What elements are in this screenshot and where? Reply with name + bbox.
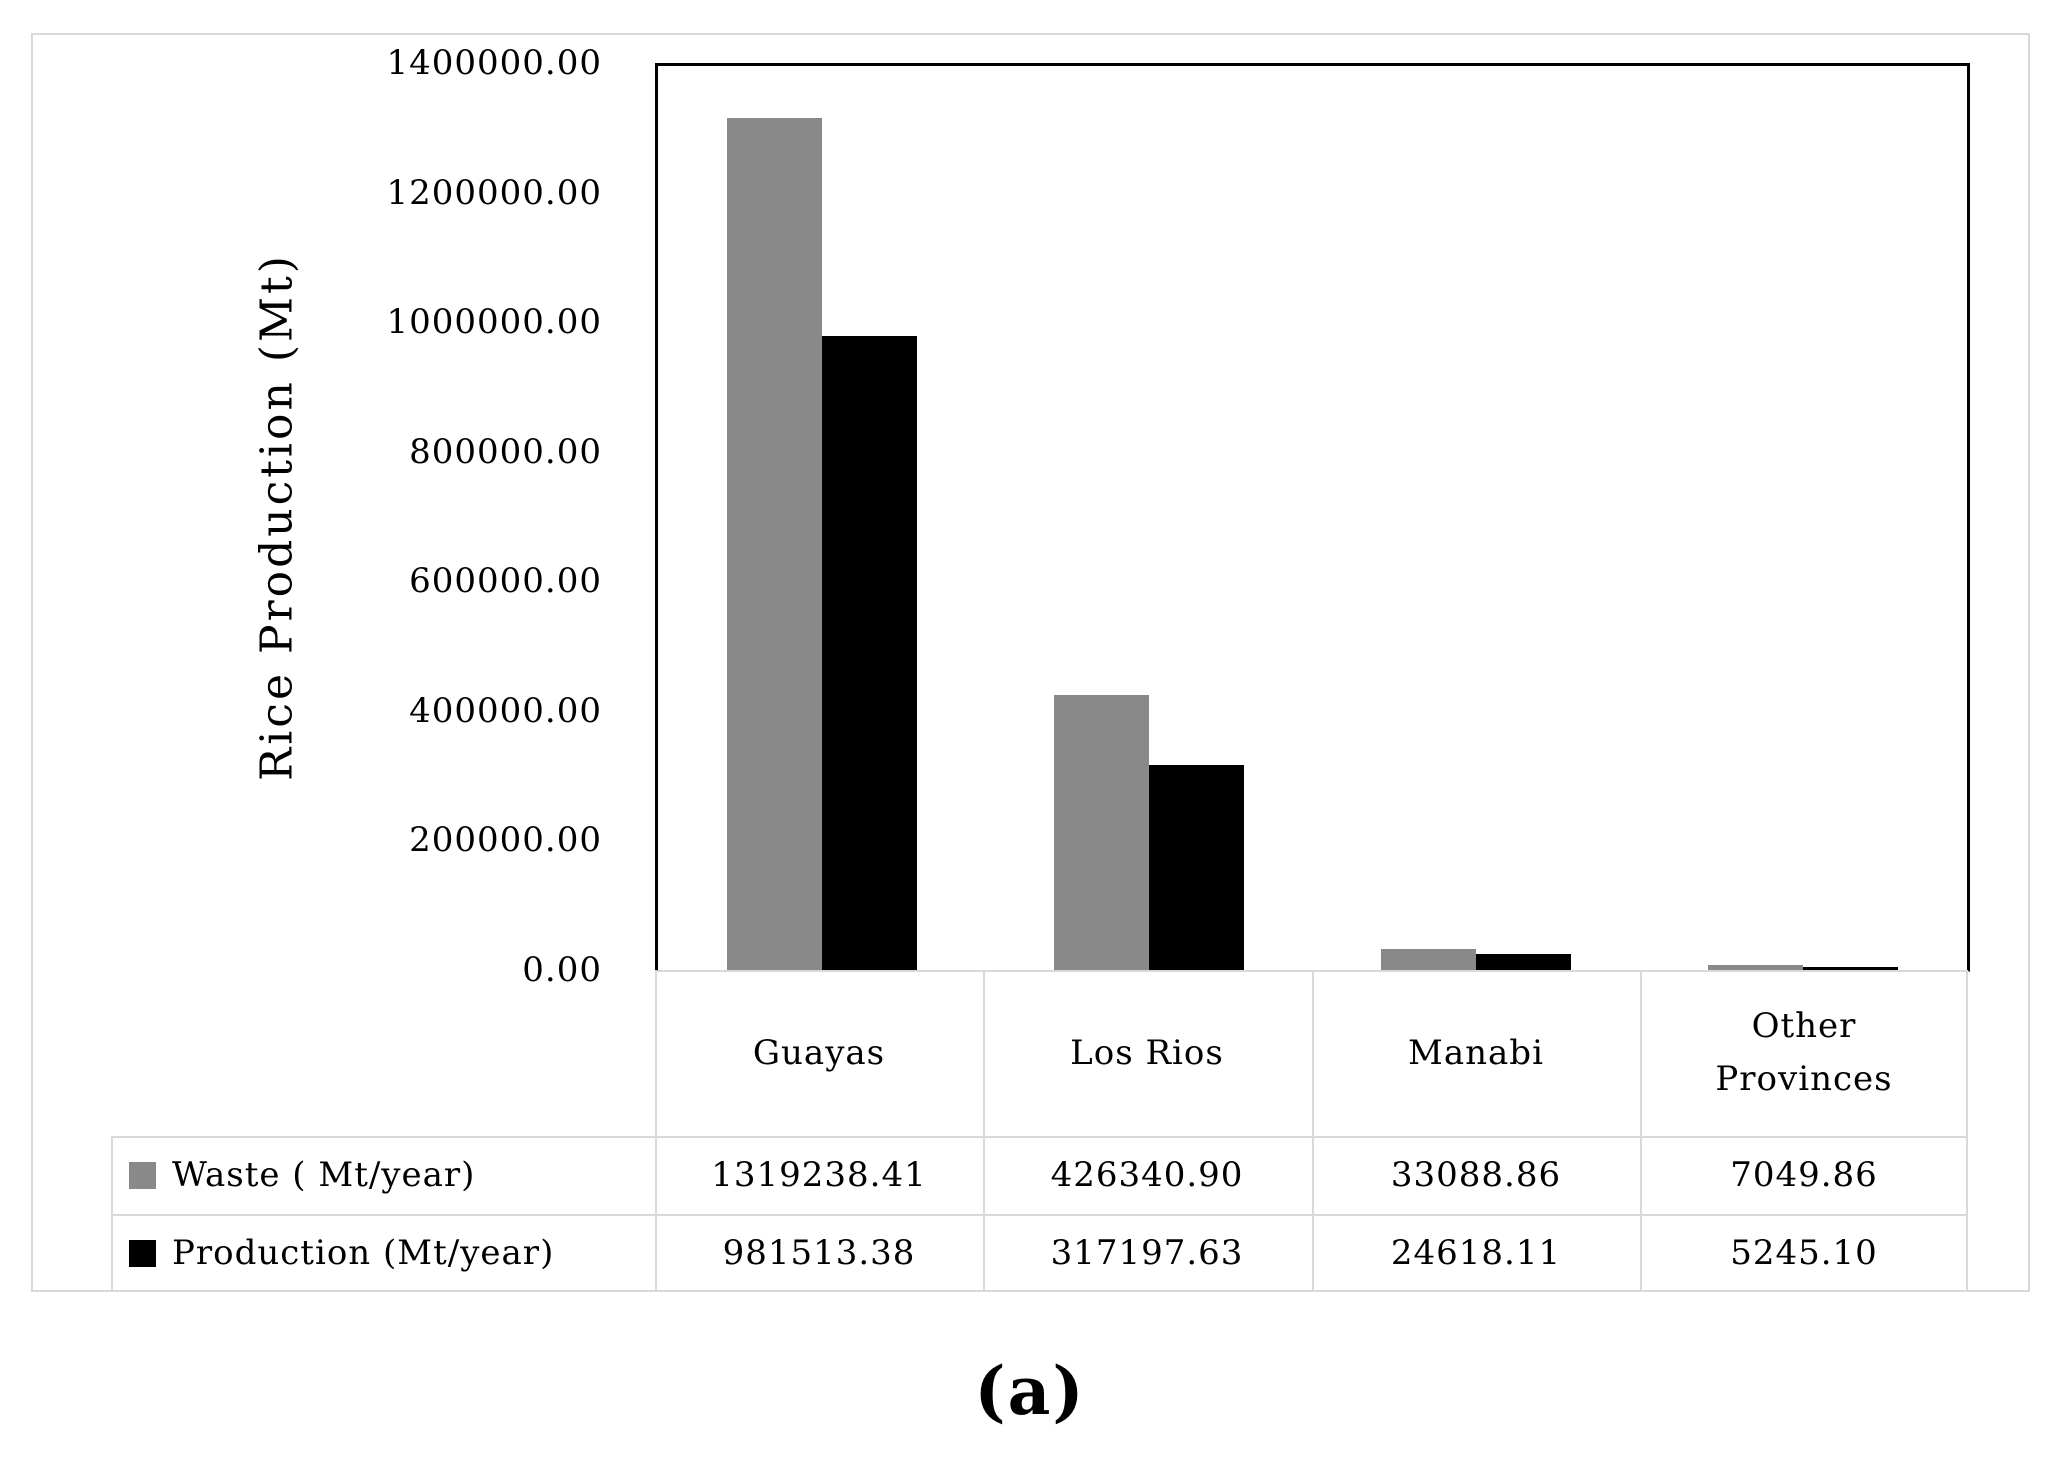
y-tick-label-600000.00: 600000.00 (409, 561, 602, 602)
waste-legend-swatch-icon (129, 1161, 156, 1189)
y-tick-label-1200000.00: 1200000.00 (386, 172, 602, 213)
value-waste-los-rios: 426340.90 (1050, 1154, 1244, 1195)
category-label: Manabi (1408, 1032, 1544, 1073)
bar-production-los-rios (1149, 765, 1244, 970)
table-column-divider (1966, 970, 1968, 1292)
bar-production-other-provinces (1803, 967, 1898, 970)
category-header-manabi: Manabi (1312, 970, 1640, 1136)
bar-waste-manabi (1381, 949, 1476, 970)
y-tick-label-1000000.00: 1000000.00 (386, 302, 602, 343)
value-production-los-rios: 317197.63 (1050, 1232, 1244, 1273)
table-column-divider (1640, 970, 1642, 1292)
value-production-other-provinces: 5245.10 (1730, 1232, 1878, 1273)
value-waste-manabi: 33088.86 (1390, 1154, 1562, 1195)
category-header-guayas: Guayas (655, 970, 983, 1136)
bar-production-guayas (822, 336, 917, 970)
legend-row-waste: Waste ( Mt/year) (111, 1136, 655, 1214)
legend-row-production: Production (Mt/year) (111, 1214, 655, 1292)
category-label: Guayas (752, 1032, 886, 1073)
category-header-los-rios: Los Rios (983, 970, 1311, 1136)
category-label: Other Provinces (1715, 1006, 1893, 1099)
table-column-divider (983, 970, 985, 1292)
table-row-divider (111, 1136, 1968, 1138)
plot-area (655, 63, 1970, 972)
y-tick-label-200000.00: 200000.00 (409, 820, 602, 861)
series-label: Production (Mt/year) (172, 1232, 555, 1273)
figure-caption: (a) (974, 1352, 1086, 1430)
bar-production-manabi (1476, 954, 1571, 970)
y-tick-label-400000.00: 400000.00 (409, 690, 602, 731)
category-label: Los Rios (1070, 1032, 1224, 1073)
bar-waste-guayas (727, 118, 822, 970)
figure-outer-border (31, 33, 2030, 1292)
bar-waste-los-rios (1054, 695, 1149, 970)
table-column-divider (1312, 970, 1314, 1292)
y-tick-label-1400000.00: 1400000.00 (386, 43, 602, 83)
category-header-other-provinces: Other Provinces (1640, 970, 1968, 1136)
table-left-border (111, 1136, 113, 1292)
value-waste-other-provinces: 7049.86 (1730, 1154, 1878, 1195)
table-column-divider (655, 970, 657, 1292)
production-legend-swatch-icon (129, 1239, 156, 1267)
table-row-divider (111, 1214, 1968, 1216)
value-production-manabi: 24618.11 (1390, 1232, 1562, 1273)
bar-waste-other-provinces (1708, 965, 1803, 970)
value-production-guayas: 981513.38 (722, 1232, 916, 1273)
value-waste-guayas: 1319238.41 (711, 1154, 927, 1195)
y-tick-label-0.00: 0.00 (522, 950, 602, 990)
series-label: Waste ( Mt/year) (172, 1154, 476, 1195)
y-tick-label-800000.00: 800000.00 (409, 431, 602, 472)
